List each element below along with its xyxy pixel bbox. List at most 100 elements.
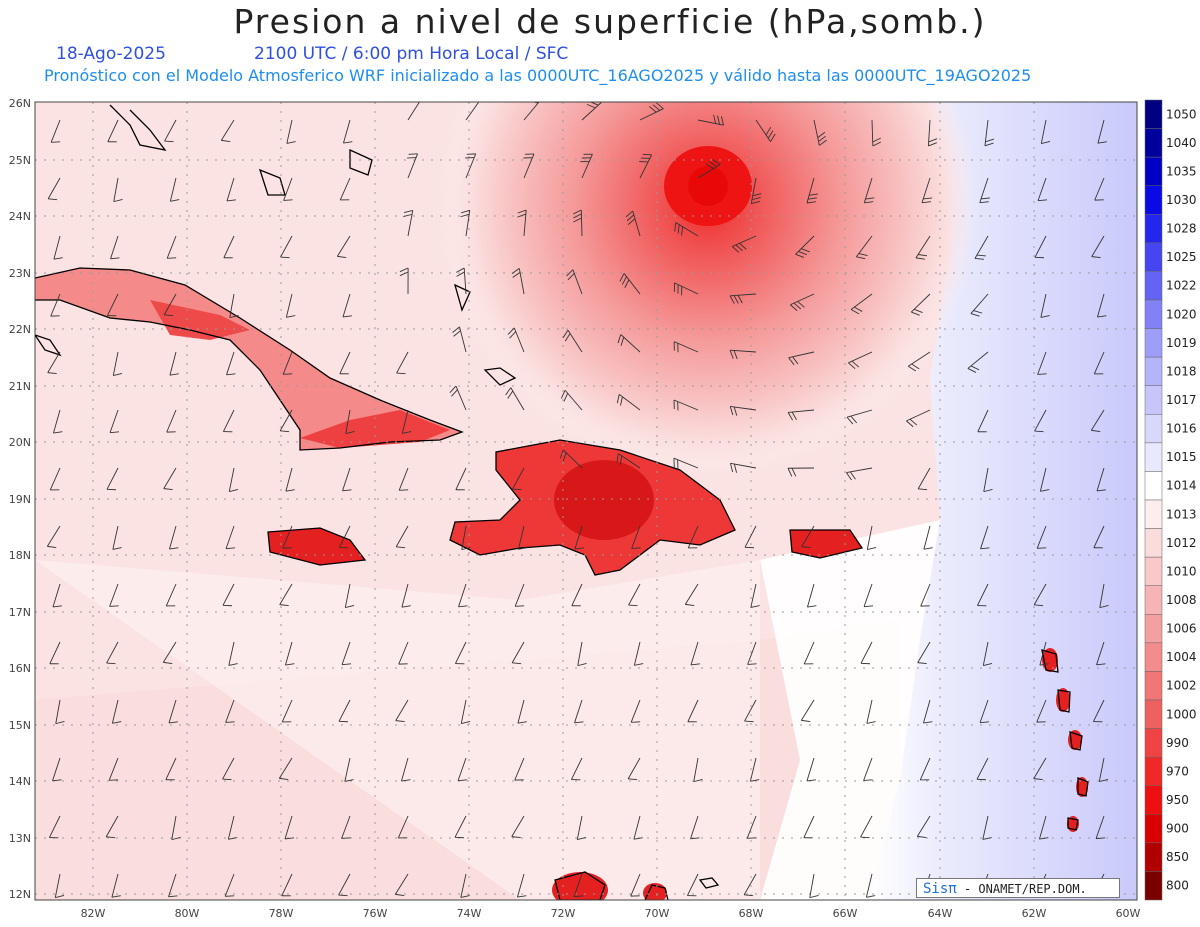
wind-barb: [395, 525, 409, 548]
wind-barb: [401, 757, 409, 782]
wind-barb-flag: [690, 663, 700, 666]
wind-barb: [982, 641, 989, 666]
wind-barb-flag: [979, 201, 989, 204]
wind-barb-flag: [461, 721, 471, 724]
wind-barb-flag: [343, 141, 353, 144]
lat-tick: 12N: [9, 888, 31, 901]
wind-barb: [1033, 583, 1047, 606]
wind-barb-flag: [620, 337, 625, 346]
legend-swatch: [1144, 242, 1163, 272]
wind-barb: [1094, 177, 1105, 201]
wind-barb: [109, 409, 119, 433]
wind-barb-flag: [791, 411, 797, 421]
wind-barb-flag: [709, 161, 718, 167]
wind-barb: [454, 815, 467, 838]
wind-barb: [458, 583, 467, 607]
wind-barb-flag: [872, 141, 882, 147]
wind-barb: [576, 815, 583, 840]
wind-barb-flag: [458, 779, 468, 782]
wind-barb: [55, 699, 61, 724]
wind-barb-flag: [918, 488, 928, 491]
lat-tick: 24N: [9, 210, 31, 223]
legend-swatch: [1144, 442, 1163, 472]
lon-tick: 68W: [739, 907, 764, 920]
wind-barb-flag: [617, 334, 622, 344]
lat-tick: 15N: [9, 719, 31, 732]
wind-barb: [1039, 815, 1047, 840]
wind-barb: [52, 757, 61, 781]
wind-barb-flag: [110, 257, 120, 260]
wind-barb: [690, 641, 699, 666]
wind-barb-flag: [573, 217, 582, 223]
wind-barb-flag: [872, 137, 881, 143]
lat-tick: 19N: [9, 493, 31, 506]
wind-barb-flag: [1096, 837, 1106, 840]
wind-barb: [577, 641, 583, 666]
legend-label: 1020: [1166, 307, 1197, 321]
wind-barb-flag: [451, 389, 458, 397]
wind-barb-flag: [286, 141, 296, 144]
wind-barb-flag: [846, 472, 852, 481]
wind-barb-flag: [395, 893, 405, 896]
lat-tick: 14N: [9, 775, 31, 788]
wind-barb: [1034, 235, 1047, 258]
wind-barb: [341, 815, 351, 839]
wind-barb: [398, 641, 409, 665]
wind-barb: [863, 583, 873, 607]
wind-barb-flag: [461, 209, 470, 214]
wind-barb: [341, 641, 351, 665]
wind-barb-flag: [47, 545, 57, 548]
wind-barb-flag: [973, 310, 983, 314]
wind-barb: [112, 351, 119, 376]
wind-barb: [110, 235, 119, 259]
sispi-logo: Sisπ: [923, 881, 957, 897]
wind-barb-flag: [750, 605, 760, 608]
wind-barb-flag: [574, 895, 584, 898]
wind-barb: [166, 235, 177, 259]
wind-barb-flag: [113, 373, 123, 376]
wind-barb-flag: [226, 199, 236, 202]
lat-tick: 16N: [9, 662, 31, 675]
wind-barb-flag: [164, 314, 174, 317]
wind-barb-flag: [793, 302, 802, 310]
wind-barb-flag: [229, 314, 239, 319]
legend-label: 1017: [1166, 393, 1197, 407]
wind-barb-flag: [923, 721, 933, 724]
wind-barb-flag: [790, 304, 798, 311]
wind-barb: [976, 757, 989, 780]
wind-barb: [920, 583, 931, 607]
wind-barb-flag: [279, 604, 289, 607]
wind-barb: [630, 873, 641, 897]
lon-tick: 78W: [269, 907, 294, 920]
wind-barb-flag: [225, 721, 235, 723]
wind-barb-flag: [286, 315, 296, 318]
wind-barb-flag: [628, 778, 638, 781]
wind-barb: [285, 467, 293, 492]
wind-barb-flag: [342, 489, 352, 492]
wind-barb-flag: [507, 390, 514, 399]
wind-barb-flag: [342, 663, 352, 666]
lat-tick: 26N: [9, 97, 31, 110]
wind-barb-flag: [907, 365, 917, 372]
wind-barb-flag: [511, 268, 520, 274]
wind-barb-flag: [518, 547, 528, 550]
wind-barb-flag: [809, 894, 819, 899]
wind-barb-flag: [752, 193, 762, 197]
wind-barb-flag: [112, 547, 122, 550]
wind-barb-flag: [858, 253, 868, 256]
wind-barb: [113, 177, 119, 202]
legend-swatch: [1144, 842, 1163, 872]
lon-tick: 80W: [175, 907, 200, 920]
wind-barb: [343, 119, 351, 144]
wind-barb: [633, 641, 641, 666]
wind-barb-flag: [801, 546, 811, 549]
legend-swatch: [1144, 671, 1163, 701]
wind-barb: [49, 641, 61, 664]
wind-barb-flag: [648, 106, 657, 113]
wind-barb-flag: [674, 222, 677, 232]
wind-barb-flag: [55, 720, 65, 725]
wind-barb: [803, 641, 815, 665]
wind-barb: [511, 641, 525, 664]
wind-barb: [344, 583, 351, 608]
wind-barb-flag: [619, 455, 623, 465]
